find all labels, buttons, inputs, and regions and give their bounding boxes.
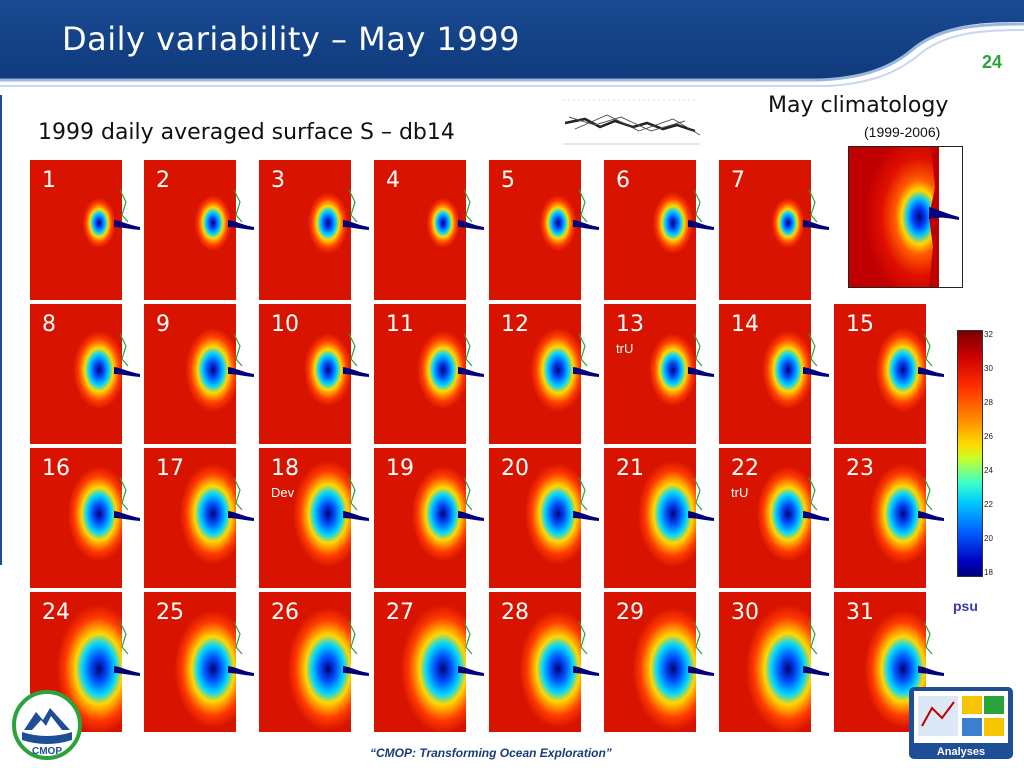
- day-map-tile: 11: [374, 304, 486, 444]
- day-label: 19: [386, 456, 414, 481]
- colorbar-tick: 18: [984, 568, 993, 577]
- day-label: 8: [42, 312, 56, 337]
- day-map-tile: 29: [604, 592, 716, 732]
- day-label: 31: [846, 600, 874, 625]
- day-map-tile: 27: [374, 592, 486, 732]
- day-map-tile: 10: [259, 304, 371, 444]
- day-label: 21: [616, 456, 644, 481]
- day-map-tile: 28: [489, 592, 601, 732]
- day-label: 17: [156, 456, 184, 481]
- day-map-tile: 16: [30, 448, 142, 588]
- day-map-tile: 9: [144, 304, 256, 444]
- day-map-tile: 15: [834, 304, 946, 444]
- header-banner: Daily variability – May 1999 24: [0, 0, 1024, 95]
- day-label: 28: [501, 600, 529, 625]
- day-map-tile: 8: [30, 304, 142, 444]
- colorbar-tick: 22: [984, 500, 993, 509]
- svg-text:Analyses: Analyses: [937, 746, 985, 758]
- day-map-tile: 18 Dev: [259, 448, 371, 588]
- footer-tagline: “CMOP: Transforming Ocean Exploration”: [370, 746, 612, 760]
- day-map-tile: 23: [834, 448, 946, 588]
- day-label: 7: [731, 168, 745, 193]
- day-map-tile: 17: [144, 448, 256, 588]
- transect-thumbnail: [563, 99, 701, 145]
- day-map-tile: 7: [719, 160, 831, 300]
- panel-subtitle: 1999 daily averaged surface S – db14: [38, 120, 455, 145]
- left-divider: [0, 95, 2, 565]
- day-label: 5: [501, 168, 515, 193]
- day-label: 20: [501, 456, 529, 481]
- day-label: 25: [156, 600, 184, 625]
- day-map-tile: 4: [374, 160, 486, 300]
- day-label: 27: [386, 600, 414, 625]
- colorbar-unit: psu: [953, 598, 978, 614]
- day-label: 6: [616, 168, 630, 193]
- day-label: 29: [616, 600, 644, 625]
- day-map-tile: 5: [489, 160, 601, 300]
- colorbar-tick: 32: [984, 330, 993, 339]
- climatology-map: [848, 146, 963, 288]
- colorbar-tick: 28: [984, 398, 993, 407]
- analyses-button[interactable]: Analyses: [908, 686, 1014, 760]
- day-label: 3: [271, 168, 285, 193]
- day-label: 15: [846, 312, 874, 337]
- day-map-tile: 26: [259, 592, 371, 732]
- day-label: 23: [846, 456, 874, 481]
- climatology-title: May climatology: [768, 93, 949, 118]
- day-map-tile: 19: [374, 448, 486, 588]
- climatology-years: (1999-2006): [864, 124, 941, 140]
- day-map-tile: 21: [604, 448, 716, 588]
- day-label: 11: [386, 312, 414, 337]
- day-note: Dev: [271, 485, 295, 500]
- colorbar-gradient: [957, 330, 983, 577]
- svg-text:CMOP: CMOP: [32, 746, 62, 757]
- day-label: 10: [271, 312, 299, 337]
- day-note: trU: [731, 485, 749, 500]
- day-label: 24: [42, 600, 70, 625]
- colorbar-tick: 24: [984, 466, 993, 475]
- colorbar-tick: 20: [984, 534, 993, 543]
- day-map-tile: 30: [719, 592, 831, 732]
- day-label: 12: [501, 312, 529, 337]
- day-label: 18: [271, 456, 299, 481]
- day-map-tile: 20: [489, 448, 601, 588]
- slide-number: 24: [981, 52, 1002, 72]
- day-note: trU: [616, 341, 634, 356]
- day-map-tile: 12: [489, 304, 601, 444]
- day-map-tile: 14: [719, 304, 831, 444]
- day-label: 16: [42, 456, 70, 481]
- day-map-tile: 1: [30, 160, 142, 300]
- day-map-tile: 13 trU: [604, 304, 716, 444]
- day-label: 9: [156, 312, 170, 337]
- day-map-tile: 25: [144, 592, 256, 732]
- day-label: 13: [616, 312, 644, 337]
- day-label: 2: [156, 168, 170, 193]
- day-label: 30: [731, 600, 759, 625]
- day-label: 14: [731, 312, 759, 337]
- day-label: 4: [386, 168, 400, 193]
- day-map-tile: 3: [259, 160, 371, 300]
- day-label: 1: [42, 168, 56, 193]
- day-map-tile: 22 trU: [719, 448, 831, 588]
- colorbar-tick: 30: [984, 364, 993, 373]
- page-title: Daily variability – May 1999: [62, 20, 520, 58]
- day-map-tile: 31: [834, 592, 946, 732]
- salinity-colorbar: 32 30 28 26 24 22 20 18: [957, 330, 1017, 580]
- daily-map-grid: 1 2 3 4 5 6 7 8 9 10 11 12 13 trU 14 15 16 17 18 Dev 19 20 21 2…: [30, 160, 946, 740]
- day-map-tile: 6: [604, 160, 716, 300]
- colorbar-tick: 26: [984, 432, 993, 441]
- cmop-logo: CMOP: [12, 690, 82, 760]
- day-label: 26: [271, 600, 299, 625]
- header-background: [0, 0, 1024, 87]
- day-label: 22: [731, 456, 759, 481]
- day-map-tile: 2: [144, 160, 256, 300]
